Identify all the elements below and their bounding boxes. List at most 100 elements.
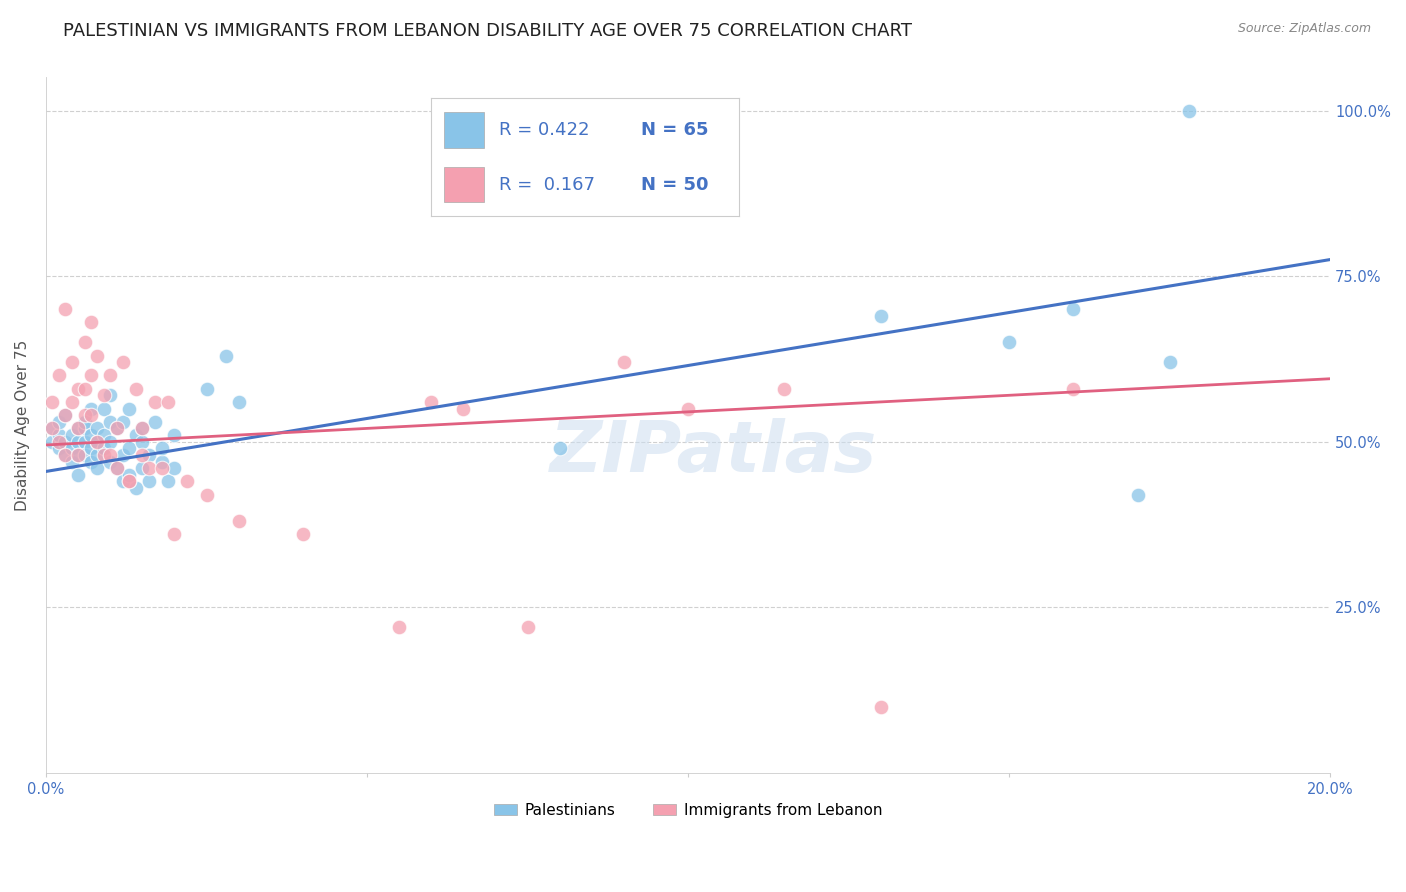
Point	[773, 382, 796, 396]
Point	[118, 442, 141, 456]
Point	[613, 355, 636, 369]
Point	[516, 620, 538, 634]
Point	[125, 382, 148, 396]
Point	[86, 349, 108, 363]
Legend: Palestinians, Immigrants from Lebanon: Palestinians, Immigrants from Lebanon	[488, 797, 889, 824]
Point	[420, 395, 443, 409]
Point	[41, 421, 63, 435]
Point	[228, 514, 250, 528]
Point	[60, 442, 83, 456]
Point	[73, 415, 96, 429]
Point	[1126, 488, 1149, 502]
Point	[195, 382, 218, 396]
Point	[93, 388, 115, 402]
Point	[112, 448, 135, 462]
Point	[112, 415, 135, 429]
Point	[131, 421, 153, 435]
Point	[143, 395, 166, 409]
Point	[98, 448, 121, 462]
Point	[176, 475, 198, 489]
Point	[67, 421, 90, 435]
Point	[869, 699, 891, 714]
Point	[112, 475, 135, 489]
Point	[131, 461, 153, 475]
Point	[131, 421, 153, 435]
Point	[60, 395, 83, 409]
Point	[80, 454, 103, 468]
Point	[86, 461, 108, 475]
Point	[41, 421, 63, 435]
Point	[53, 448, 76, 462]
Point	[41, 395, 63, 409]
Point	[53, 448, 76, 462]
Point	[48, 368, 70, 383]
Point	[118, 475, 141, 489]
Point	[118, 467, 141, 482]
Y-axis label: Disability Age Over 75: Disability Age Over 75	[15, 340, 30, 511]
Point	[48, 442, 70, 456]
Point	[53, 408, 76, 422]
Point	[163, 461, 186, 475]
Point	[156, 395, 179, 409]
Point	[998, 335, 1021, 350]
Point	[1159, 355, 1181, 369]
Point	[118, 401, 141, 416]
Point	[73, 335, 96, 350]
Point	[105, 461, 128, 475]
Point	[105, 421, 128, 435]
Point	[80, 368, 103, 383]
Point	[80, 401, 103, 416]
Point	[138, 448, 160, 462]
Point	[93, 442, 115, 456]
Point	[93, 448, 115, 462]
Point	[86, 434, 108, 449]
Point	[215, 349, 238, 363]
Point	[73, 382, 96, 396]
Point	[67, 382, 90, 396]
Point	[163, 527, 186, 541]
Point	[291, 527, 314, 541]
Point	[98, 434, 121, 449]
Point	[73, 434, 96, 449]
Point	[228, 395, 250, 409]
Text: Source: ZipAtlas.com: Source: ZipAtlas.com	[1237, 22, 1371, 36]
Point	[53, 408, 76, 422]
Point	[163, 428, 186, 442]
Point	[60, 454, 83, 468]
Point	[73, 421, 96, 435]
Point	[67, 448, 90, 462]
Point	[80, 442, 103, 456]
Point	[156, 475, 179, 489]
Point	[1062, 302, 1084, 317]
Point	[138, 475, 160, 489]
Point	[67, 434, 90, 449]
Point	[453, 401, 475, 416]
Point	[118, 475, 141, 489]
Point	[676, 401, 699, 416]
Text: PALESTINIAN VS IMMIGRANTS FROM LEBANON DISABILITY AGE OVER 75 CORRELATION CHART: PALESTINIAN VS IMMIGRANTS FROM LEBANON D…	[63, 22, 912, 40]
Point	[80, 428, 103, 442]
Point	[1062, 382, 1084, 396]
Point	[53, 434, 76, 449]
Point	[98, 415, 121, 429]
Point	[105, 461, 128, 475]
Point	[195, 488, 218, 502]
Point	[131, 448, 153, 462]
Point	[138, 461, 160, 475]
Point	[150, 461, 173, 475]
Point	[125, 428, 148, 442]
Point	[60, 355, 83, 369]
Point	[98, 368, 121, 383]
Point	[48, 434, 70, 449]
Point	[105, 421, 128, 435]
Point	[112, 355, 135, 369]
Point	[86, 434, 108, 449]
Point	[1178, 103, 1201, 118]
Point	[131, 434, 153, 449]
Point	[125, 481, 148, 495]
Point	[143, 415, 166, 429]
Point	[48, 428, 70, 442]
Point	[80, 408, 103, 422]
Point	[73, 408, 96, 422]
Point	[388, 620, 411, 634]
